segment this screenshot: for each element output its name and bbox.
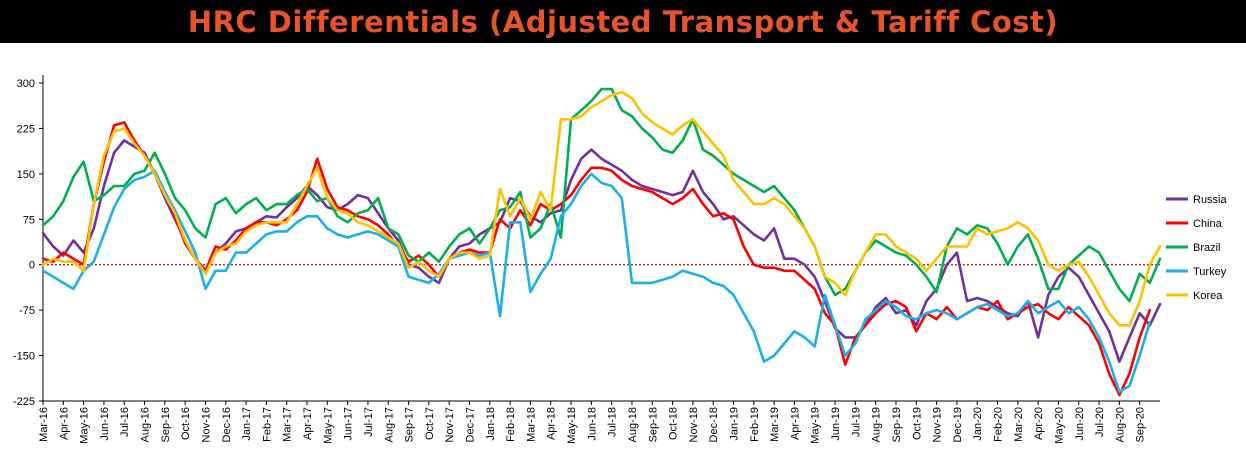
- x-tick-label: Sep-18: [647, 407, 659, 442]
- x-tick-label: Oct-16: [180, 407, 192, 440]
- x-tick-label: Jan-20: [972, 407, 984, 441]
- x-tick-label: Jul-17: [363, 407, 375, 437]
- x-tick-label: Oct-17: [424, 407, 436, 440]
- x-tick-label: May-20: [1053, 407, 1065, 444]
- series-line-turkey: [41, 169, 1152, 394]
- x-tick-label: Jul-18: [607, 407, 619, 437]
- x-tick-label: Jan-19: [729, 407, 741, 441]
- x-tick-label: Aug-17: [383, 407, 395, 442]
- x-tick-label: Feb-19: [749, 407, 761, 442]
- x-tick-label: Jun-20: [1074, 407, 1086, 441]
- x-tick-label: Mar-16: [38, 407, 50, 442]
- x-tick-label: Aug-18: [627, 407, 639, 442]
- legend-label-china: China: [1193, 218, 1223, 230]
- x-tick-label: Jul-20: [1094, 407, 1106, 437]
- x-tick-label: May-17: [322, 407, 334, 444]
- legend-label-russia: Russia: [1193, 194, 1228, 206]
- chart-title: HRC Differentials (Adjusted Transport & …: [187, 4, 1059, 39]
- y-tick-label: 300: [17, 78, 35, 90]
- y-tick-label: 0: [29, 260, 35, 272]
- legend-label-korea: Korea: [1193, 290, 1223, 302]
- x-tick-label: Aug-20: [1114, 407, 1126, 442]
- y-tick-label: 75: [23, 214, 35, 226]
- x-tick-label: Nov-19: [932, 407, 944, 442]
- x-tick-label: Nov-16: [200, 407, 212, 442]
- x-tick-label: Apr-18: [546, 407, 558, 440]
- x-tick-label: May-16: [79, 407, 91, 444]
- x-tick-label: Feb-17: [261, 407, 273, 442]
- x-tick-label: May-18: [566, 407, 578, 444]
- x-tick-label: Oct-19: [911, 407, 923, 440]
- x-tick-label: May-19: [810, 407, 822, 444]
- x-tick-label: Jul-19: [850, 407, 862, 437]
- series-lines: [41, 87, 1162, 397]
- x-tick-label: Sep-17: [404, 407, 416, 442]
- x-tick-label: Jan-18: [485, 407, 497, 441]
- x-tick-label: Sep-19: [891, 407, 903, 442]
- x-tick-label: Sep-16: [160, 407, 172, 442]
- x-tick-label: Dec-19: [952, 407, 964, 442]
- x-tick-label: Nov-18: [688, 407, 700, 442]
- x-tick-label: Mar-17: [282, 407, 294, 442]
- x-axis: Mar-16 Apr-16 May-16 Jun-16 Jul-16 Aug-16 Sep-…: [38, 400, 1160, 444]
- x-tick-label: Mar-19: [769, 407, 781, 442]
- x-tick-label: Dec-16: [221, 407, 233, 442]
- series-line-brazil: [41, 87, 1162, 303]
- x-tick-label: Mar-18: [525, 407, 537, 442]
- x-tick-label: Apr-20: [1033, 407, 1045, 440]
- x-tick-label: Feb-20: [993, 407, 1005, 442]
- hrc-differentials-chart: 300 225 150 75 0 -75 -150 -225 Mar-16 Apr-16 May-…: [13, 75, 1228, 444]
- series-line-russia: [41, 139, 1162, 363]
- x-tick-label: Mar-20: [1013, 407, 1025, 442]
- y-tick-label: 150: [17, 169, 35, 181]
- x-tick-label: Dec-17: [464, 407, 476, 442]
- x-tick-label: Apr-16: [58, 407, 70, 440]
- y-tick-label: -225: [13, 396, 35, 408]
- legend-label-brazil: Brazil: [1193, 242, 1221, 254]
- y-tick-label: -75: [19, 305, 35, 317]
- x-tick-label: Dec-18: [708, 407, 720, 442]
- legend-label-turkey: Turkey: [1193, 266, 1227, 278]
- y-tick-label: -150: [13, 351, 35, 363]
- x-tick-label: Oct-18: [668, 407, 680, 440]
- legend: Russia China Brazil Turkey Korea: [1166, 194, 1228, 302]
- x-tick-label: Jun-17: [343, 407, 355, 441]
- series-line-china: [41, 121, 1152, 397]
- x-tick-label: Sep-20: [1135, 407, 1147, 442]
- x-tick-label: Jun-19: [830, 407, 842, 441]
- x-tick-label: Apr-17: [302, 407, 314, 440]
- x-tick-label: Apr-19: [789, 407, 801, 440]
- x-tick-label: Feb-18: [505, 407, 517, 442]
- x-tick-label: Jan-17: [241, 407, 253, 441]
- y-tick-label: 225: [17, 123, 35, 135]
- title-bar: HRC Differentials (Adjusted Transport & …: [0, 0, 1246, 43]
- x-tick-label: Nov-17: [444, 407, 456, 442]
- x-tick-label: Jul-16: [119, 407, 131, 437]
- x-tick-label: Aug-16: [140, 407, 152, 442]
- x-tick-label: Jun-18: [586, 407, 598, 441]
- x-tick-label: Jun-16: [99, 407, 111, 441]
- series-line-korea: [41, 90, 1162, 327]
- y-axis: 300 225 150 75 0 -75 -150 -225: [13, 75, 44, 408]
- x-tick-label: Aug-19: [871, 407, 883, 442]
